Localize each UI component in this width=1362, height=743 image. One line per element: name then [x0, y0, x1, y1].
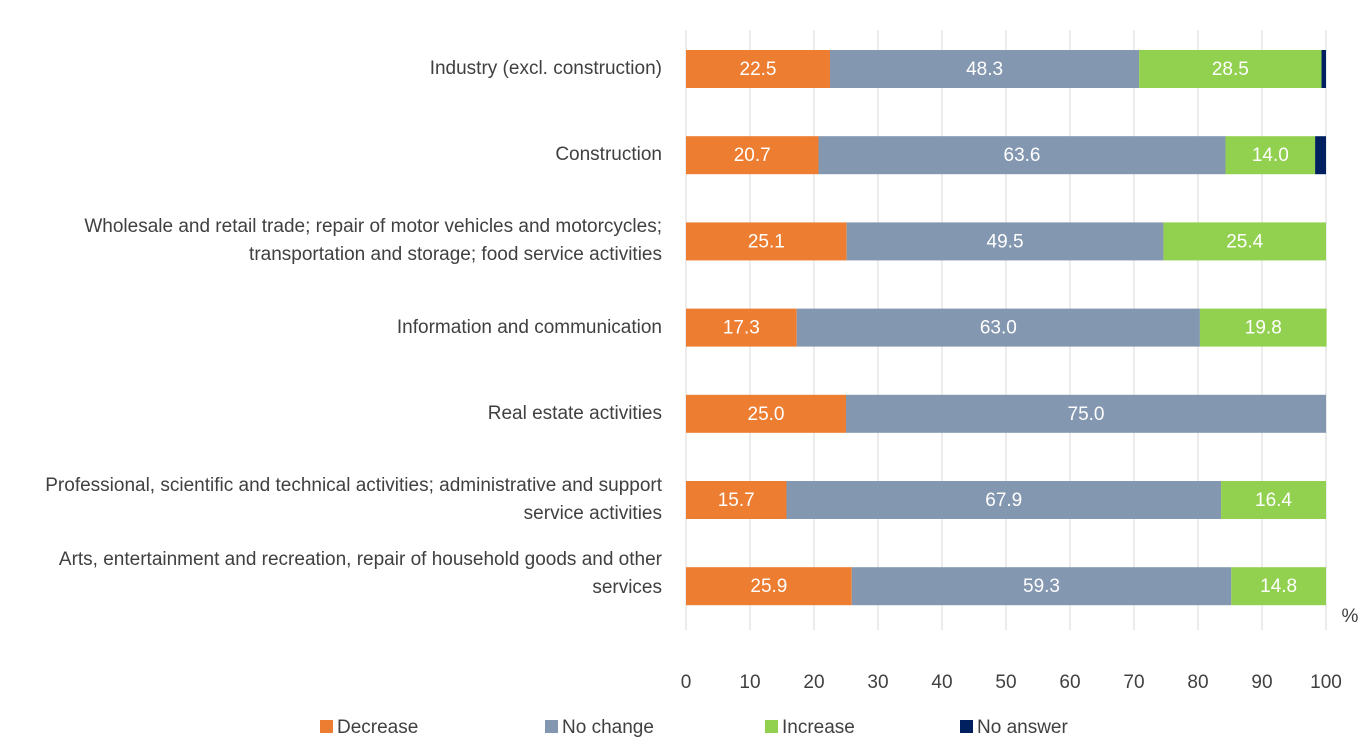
bar-segment	[786, 481, 1222, 519]
category-label: Information and communication	[396, 316, 662, 338]
category-label: Wholesale and retail trade; repair of mo…	[84, 216, 662, 266]
bar-segment	[686, 136, 819, 175]
value-label: 16.4	[1255, 490, 1292, 511]
bar-segment	[830, 50, 1140, 88]
value-label: 28.5	[1212, 59, 1249, 80]
value-label: 63.6	[1004, 145, 1041, 166]
legend-swatch	[765, 720, 778, 733]
legend-swatch	[545, 720, 558, 733]
legend-label: Increase	[782, 717, 855, 738]
bar-segment	[1315, 136, 1326, 175]
category-label: Industry (excl. construction)	[429, 58, 662, 79]
bar-segment	[1231, 567, 1326, 606]
bar-segment	[1225, 136, 1316, 175]
x-tick-label: 20	[803, 672, 824, 693]
bar-segment	[686, 50, 830, 88]
bar-segment	[686, 481, 787, 519]
bar-segment	[686, 308, 797, 347]
value-label: 67.9	[985, 490, 1022, 511]
x-tick-label: 80	[1187, 672, 1208, 693]
bar-segment	[1199, 308, 1327, 347]
value-label: 20.7	[734, 145, 771, 166]
bar-segment	[686, 394, 846, 433]
value-label: 59.3	[1023, 576, 1060, 597]
x-tick-label: 30	[867, 672, 888, 693]
bar-segment	[818, 136, 1226, 175]
x-axis-label: %	[1342, 606, 1359, 627]
value-label: 17.3	[723, 318, 760, 339]
legend-label: Decrease	[337, 717, 418, 738]
value-label: 49.5	[987, 231, 1024, 252]
x-tick-label: 10	[739, 672, 760, 693]
category-label: Construction	[555, 144, 662, 166]
legend-label: No change	[562, 717, 654, 738]
value-label: 48.3	[966, 59, 1003, 80]
bar-segment	[851, 567, 1232, 606]
value-label: 75.0	[1068, 404, 1105, 425]
value-label: 22.5	[740, 59, 777, 80]
x-tick-label: 0	[681, 672, 692, 693]
bar-segment	[1221, 481, 1326, 519]
legend-swatch	[320, 720, 333, 733]
value-label: 25.1	[748, 231, 785, 252]
bar-segment	[846, 394, 1326, 433]
category-label: Professional, scientific and technical a…	[45, 475, 662, 524]
value-label: 19.8	[1245, 318, 1282, 339]
value-label: 15.7	[718, 490, 755, 511]
x-tick-label: 100	[1310, 672, 1342, 693]
value-label: 25.9	[750, 576, 787, 597]
bar-segment	[1139, 50, 1322, 88]
category-label: Real estate activities	[487, 402, 662, 424]
bar-segment	[1163, 222, 1326, 261]
bar-segment	[846, 222, 1164, 261]
bar-segment	[1321, 50, 1326, 88]
value-label: 14.0	[1252, 145, 1289, 166]
bar-segment	[796, 308, 1200, 347]
x-tick-label: 90	[1251, 672, 1272, 693]
value-label: 25.0	[748, 404, 785, 425]
x-tick-label: 50	[995, 672, 1016, 693]
category-label: Arts, entertainment and recreation, repa…	[58, 549, 662, 599]
x-tick-label: 70	[1123, 672, 1144, 693]
value-label: 14.8	[1260, 576, 1297, 597]
x-tick-label: 60	[1059, 672, 1080, 693]
value-label: 25.4	[1226, 231, 1263, 252]
legend-label: No answer	[977, 717, 1068, 738]
x-tick-label: 40	[931, 672, 952, 693]
legend-swatch	[960, 720, 973, 733]
value-label: 63.0	[980, 318, 1017, 339]
bar-segment	[686, 567, 852, 606]
bar-segment	[686, 222, 847, 261]
